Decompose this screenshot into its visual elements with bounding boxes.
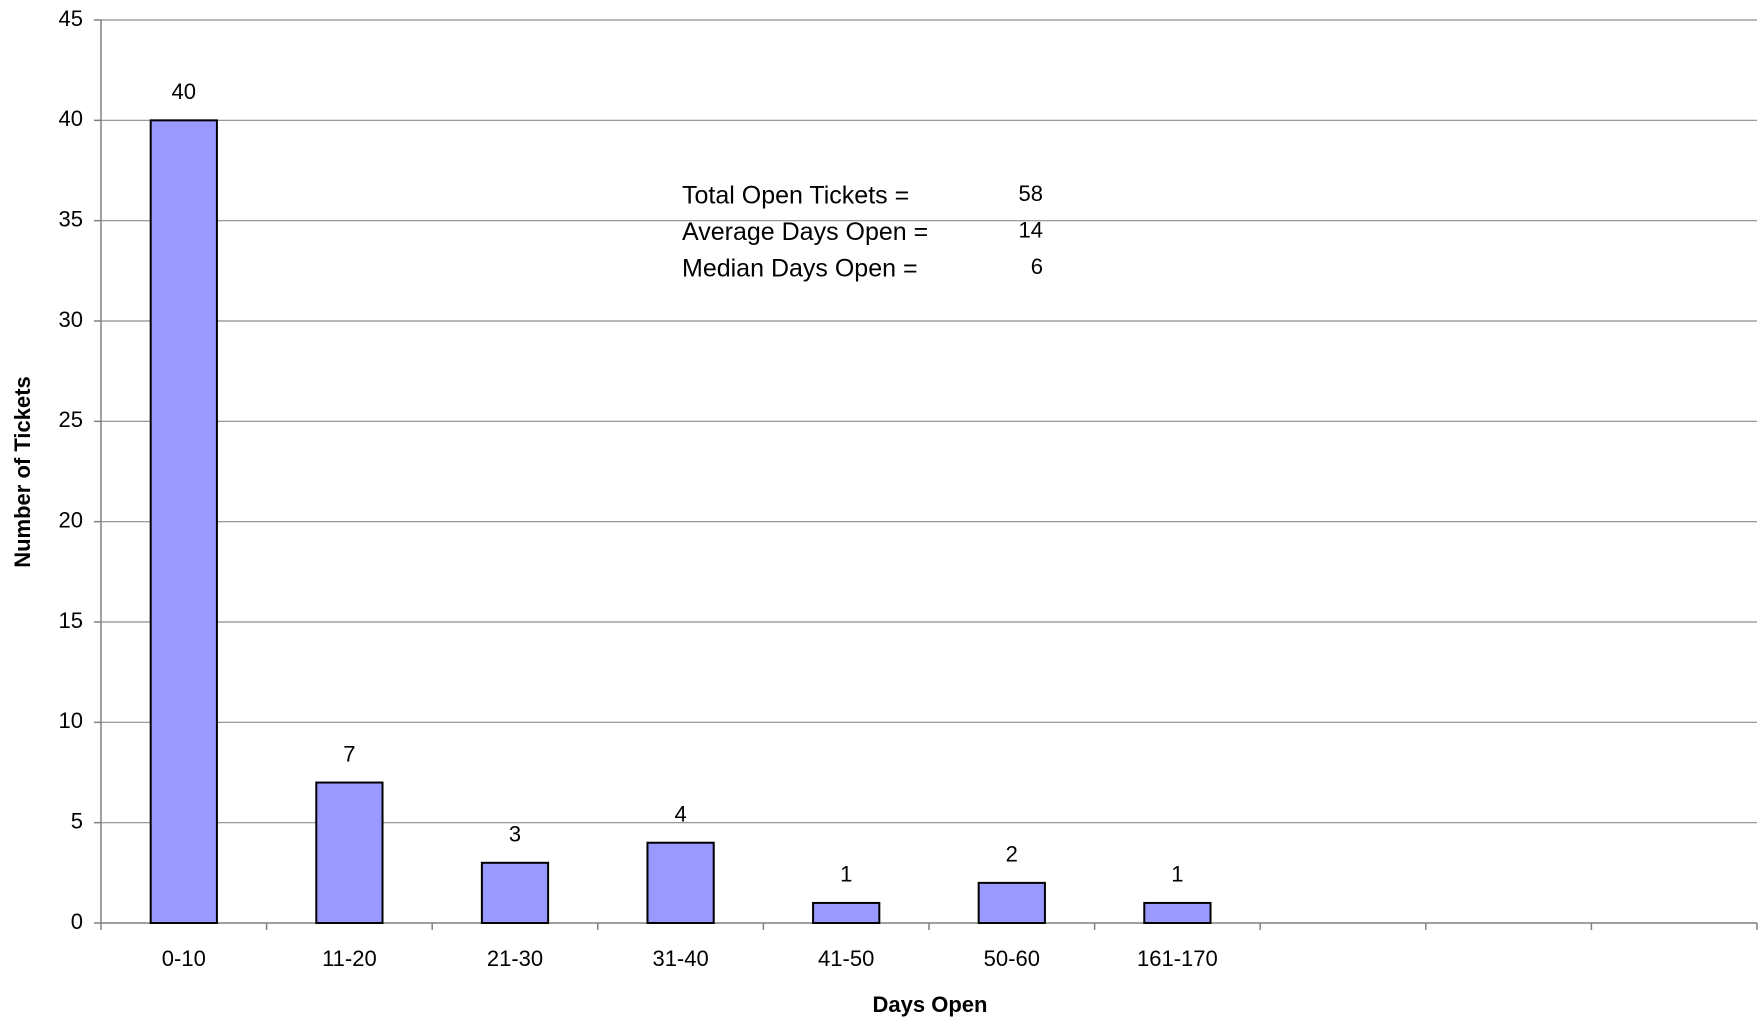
y-tick-label: 5 <box>71 808 83 833</box>
x-axis-title: Days Open <box>873 992 988 1017</box>
y-tick-label: 40 <box>59 106 83 131</box>
bar <box>1143 901 1212 925</box>
y-tick-label: 20 <box>59 507 83 532</box>
bar <box>977 881 1046 924</box>
x-tick-label: 50-60 <box>984 946 1040 971</box>
data-label: 7 <box>343 741 355 766</box>
data-label: 1 <box>840 862 852 887</box>
y-tick-label: 30 <box>59 307 83 332</box>
x-tick-label: 41-50 <box>818 946 874 971</box>
annotation-value: 58 <box>1019 181 1043 206</box>
annotation: Median Days Open = <box>682 255 918 283</box>
bar <box>480 861 550 924</box>
x-tick-label: 11-20 <box>322 946 377 971</box>
data-label: 40 <box>172 79 196 104</box>
bar <box>149 119 218 925</box>
x-tick-label: 0-10 <box>162 946 206 971</box>
x-tick-label: 31-40 <box>652 946 708 971</box>
data-label: 2 <box>1006 842 1018 867</box>
annotation: Total Open Tickets = <box>682 182 909 210</box>
y-tick-label: 0 <box>71 909 83 934</box>
y-tick-label: 10 <box>59 708 83 733</box>
y-tick-label: 15 <box>59 608 83 633</box>
bar <box>315 781 384 924</box>
bar <box>646 841 715 925</box>
y-tick-label: 35 <box>59 206 83 231</box>
annotation-value: 14 <box>1019 217 1043 242</box>
y-axis-title: Number of Tickets <box>10 376 35 568</box>
x-tick-label: 21-30 <box>487 946 543 971</box>
annotation-value: 6 <box>1031 254 1043 279</box>
bar <box>812 901 881 925</box>
y-tick-label: 25 <box>59 407 83 432</box>
y-tick-label: 45 <box>59 6 83 31</box>
data-label: 1 <box>1171 862 1183 887</box>
data-label: 4 <box>674 802 686 827</box>
data-label: 3 <box>509 822 521 847</box>
x-tick-label: 161-170 <box>1137 946 1218 971</box>
annotation: Average Days Open = <box>682 218 928 246</box>
